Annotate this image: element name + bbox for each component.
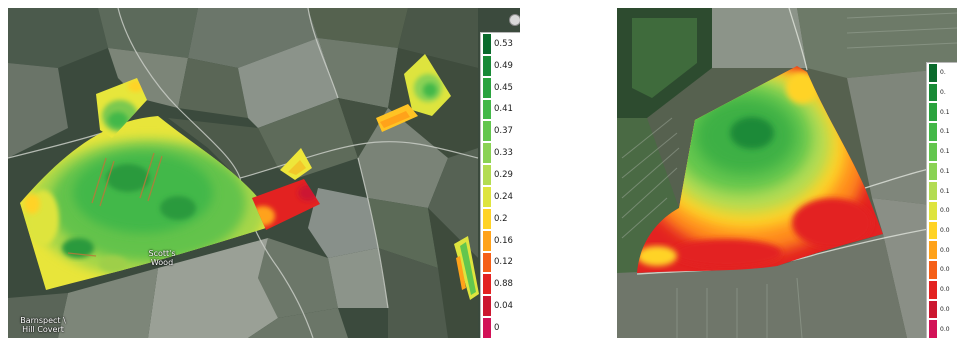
left-legend-row: 0.16 xyxy=(481,230,520,252)
right-legend-row: 0.1 xyxy=(927,142,957,162)
right-legend-swatch xyxy=(929,300,937,319)
left-legend-swatch xyxy=(483,143,491,164)
right-legend-swatch xyxy=(929,103,937,122)
field-overlay-bottom-right xyxy=(454,236,479,300)
left-legend-label: 0.2 xyxy=(494,213,508,224)
right-legend-label: 0.0 xyxy=(940,227,950,235)
left-legend-label: 0.45 xyxy=(494,82,513,93)
left-legend-label: 0.29 xyxy=(494,170,513,181)
left-legend-label: 0.24 xyxy=(494,191,513,202)
left-legend-swatch xyxy=(483,274,491,295)
left-legend-swatch xyxy=(483,208,491,229)
left-legend-label: 0.53 xyxy=(494,38,513,49)
right-legend-row: 0. xyxy=(927,63,957,83)
left-legend-row: 0.2 xyxy=(481,208,520,230)
left-legend-row: 0.12 xyxy=(481,252,520,274)
left-legend-label: 0.88 xyxy=(494,279,513,290)
left-legend-swatch xyxy=(483,187,491,207)
left-legend-label: 0 xyxy=(494,323,500,334)
right-legend-row: 0.1 xyxy=(927,162,957,182)
right-legend-label: 0.0 xyxy=(940,207,950,215)
right-color-legend: 0. 0. 0.1 0.1 0.1 0.1 0.1 0.0 0.0 0.0 0.0 0.0 0.0 0.0 xyxy=(926,62,957,338)
right-legend-label: 0.1 xyxy=(940,148,950,156)
left-legend-swatch xyxy=(483,77,491,98)
left-legend-swatch xyxy=(483,55,491,76)
left-satellite-map xyxy=(8,8,520,338)
right-legend-row: 0.0 xyxy=(927,201,957,221)
right-legend-label: 0.0 xyxy=(940,305,950,313)
left-legend-swatch xyxy=(483,252,491,273)
left-legend-label: 0.33 xyxy=(494,148,513,159)
right-legend-row: 0.0 xyxy=(927,280,957,300)
right-legend-label: 0.1 xyxy=(940,108,950,116)
left-legend-row: 0.04 xyxy=(481,295,520,317)
right-legend-label: 0.0 xyxy=(940,246,950,254)
left-legend-row: 0.37 xyxy=(481,120,520,142)
right-legend-label: 0.0 xyxy=(940,325,950,333)
left-legend-swatch xyxy=(483,230,491,251)
right-legend-label: 0. xyxy=(940,89,946,97)
left-map-panel: Scott's Wood Barnspect \ Hill Covert 0.5… xyxy=(8,8,520,338)
right-satellite-map xyxy=(617,8,957,338)
map-label-hill-covert: Barnspect \ Hill Covert xyxy=(20,316,66,334)
right-legend-swatch xyxy=(929,83,937,102)
left-legend-row: 0 xyxy=(481,317,520,338)
right-legend-swatch xyxy=(929,261,937,279)
left-legend-label: 0.37 xyxy=(494,126,513,137)
right-legend-row: 0.0 xyxy=(927,319,957,338)
left-legend-swatch xyxy=(483,99,491,120)
left-legend-swatch xyxy=(483,296,491,317)
right-legend-label: 0.1 xyxy=(940,187,950,195)
right-legend-label: 0.0 xyxy=(940,266,950,274)
right-legend-swatch xyxy=(929,162,937,181)
right-legend-row: 0.0 xyxy=(927,260,957,280)
left-legend-label: 0.49 xyxy=(494,60,513,71)
left-legend-swatch xyxy=(483,165,491,185)
right-legend-swatch xyxy=(929,64,937,82)
right-legend-row: 0.1 xyxy=(927,102,957,122)
left-legend-row: 0.41 xyxy=(481,99,520,121)
left-legend-swatch xyxy=(483,121,491,142)
right-legend-label: 0.1 xyxy=(940,167,950,175)
left-legend-row: 0.49 xyxy=(481,55,520,77)
left-legend-label: 0.04 xyxy=(494,301,513,312)
right-legend-swatch xyxy=(929,320,937,338)
right-legend-swatch xyxy=(929,241,937,260)
right-legend-row: 0.0 xyxy=(927,300,957,320)
left-legend-swatch xyxy=(483,34,491,54)
right-legend-swatch xyxy=(929,221,937,240)
right-legend-swatch xyxy=(929,280,937,299)
right-legend-row: 0.1 xyxy=(927,122,957,142)
map-label-scotts-wood: Scott's Wood xyxy=(148,249,176,267)
right-legend-label: 0.1 xyxy=(940,128,950,136)
right-legend-label: 0.0 xyxy=(940,286,950,294)
right-legend-row: 0. xyxy=(927,83,957,103)
right-legend-row: 0.1 xyxy=(927,181,957,201)
right-legend-label: 0. xyxy=(940,69,946,77)
right-legend-row: 0.0 xyxy=(927,221,957,241)
field-overlay-orange-strip xyxy=(376,104,418,132)
satellite-background xyxy=(8,8,520,338)
right-legend-swatch xyxy=(929,123,937,141)
right-legend-swatch xyxy=(929,142,937,161)
right-map-panel: 0. 0. 0.1 0.1 0.1 0.1 0.1 0.0 0.0 0.0 0.0 0.0 0.0 0.0 xyxy=(617,8,957,338)
left-legend-row: 0.29 xyxy=(481,164,520,186)
left-legend-label: 0.41 xyxy=(494,104,513,115)
left-legend-row: 0.53 xyxy=(481,33,520,55)
right-legend-row: 0.0 xyxy=(927,240,957,260)
left-legend-row: 0.88 xyxy=(481,273,520,295)
right-legend-swatch xyxy=(929,202,937,220)
left-legend-swatch xyxy=(483,318,491,338)
left-legend-row: 0.33 xyxy=(481,142,520,164)
left-legend-label: 0.16 xyxy=(494,235,513,246)
left-legend-label: 0.12 xyxy=(494,257,513,268)
map-scroll-handle[interactable] xyxy=(509,14,520,26)
left-legend-row: 0.45 xyxy=(481,77,520,99)
left-color-legend: 0.53 0.49 0.45 0.41 0.37 0.33 0.29 0.24 0.2 0.16 0… xyxy=(480,32,520,338)
right-legend-swatch xyxy=(929,182,937,200)
left-legend-row: 0.24 xyxy=(481,186,520,208)
field-overlay-yellow xyxy=(280,148,312,180)
